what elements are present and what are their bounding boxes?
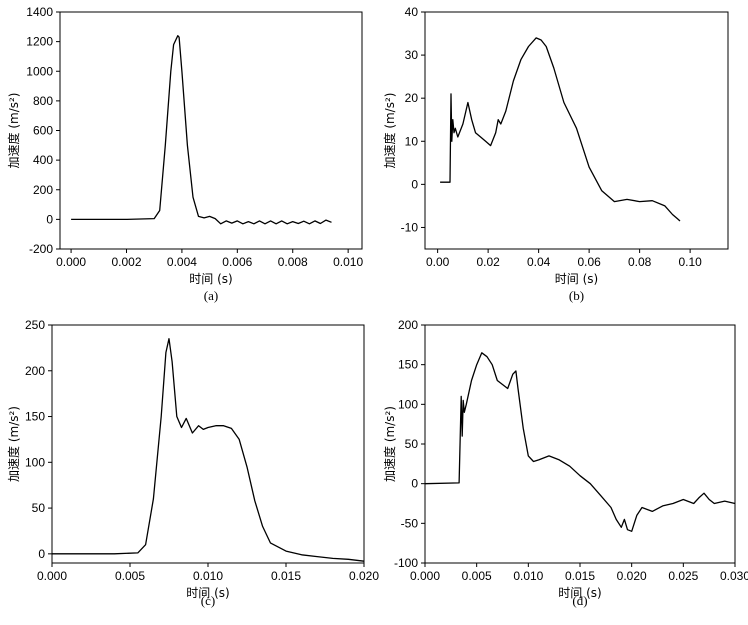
panel-c-plot-frame — [51, 324, 365, 564]
panel-d-x-tick-label: 0.020 — [617, 569, 647, 583]
panel-d-x-tick-label: 0.000 — [410, 569, 440, 583]
panel-c-x-axis-label: 时间 (s) — [186, 586, 229, 600]
panel-a-x-tick-label: 0.000 — [56, 255, 86, 269]
panel-d-series-line — [424, 352, 736, 532]
panel-b-y-tick-label: -10 — [401, 220, 419, 234]
panel-a-series-line — [71, 35, 332, 225]
panel-b-x-tick-label: 0.00 — [426, 255, 450, 269]
panel-d-y-tick-label: 0 — [411, 477, 418, 491]
panel-b-y-tick-label: 30 — [405, 48, 419, 62]
panel-b-x-tick-label: 0.08 — [628, 255, 652, 269]
panel-a-caption: (a) — [204, 288, 218, 303]
panel-c-x-tick-label: 0.005 — [115, 569, 145, 583]
panel-a-x-tick-label: 0.002 — [111, 255, 141, 269]
panel-c-x-tick-label: 0.010 — [193, 569, 223, 583]
panel-b-x-tick-label: 0.04 — [527, 255, 551, 269]
panel-b-x-axis-label: 时间 (s) — [555, 272, 598, 286]
panel-d-x-tick-label: 0.005 — [462, 569, 492, 583]
panel-d-y-tick-label: 150 — [398, 358, 418, 372]
panel-a-y-tick-label: 200 — [33, 183, 53, 197]
panel-d-x-tick-label: 0.030 — [720, 569, 748, 583]
panel-a-y-axis-label: 加速度 (m/s²) — [6, 93, 21, 169]
panel-d-x-axis-label: 时间 (s) — [558, 586, 601, 600]
panel-a-x-tick-label: 0.004 — [167, 255, 197, 269]
panel-d-y-tick-label: 50 — [405, 437, 419, 451]
panel-a-y-tick-label: 1400 — [26, 5, 53, 19]
panel-b-x-tick-label: 0.06 — [577, 255, 601, 269]
panel-c-caption: (c) — [201, 593, 215, 608]
panel-d-x-tick-label: 0.025 — [668, 569, 698, 583]
panel-c-y-tick-label: 150 — [25, 410, 45, 424]
panel-b-y-tick-label: 40 — [405, 5, 419, 19]
panel-c-series-line — [52, 338, 365, 562]
panel-b-plot-frame — [424, 11, 729, 250]
panel-d-y-axis-label: 加速度 (m/s²) — [382, 406, 397, 482]
panel-c-x-tick-label: 0.015 — [271, 569, 301, 583]
panel-b-y-tick-label: 10 — [405, 134, 419, 148]
panel-d-y-tick-label: -100 — [394, 556, 418, 570]
panel-a-x-axis-label: 时间 (s) — [189, 272, 232, 286]
panel-a-x-tick-label: 0.010 — [333, 255, 363, 269]
panel-c-x-tick-label: 0.020 — [349, 569, 379, 583]
panel-d-caption: (d) — [572, 593, 587, 608]
panel-b-x-tick-label: 0.02 — [476, 255, 500, 269]
panel-a-x-tick-label: 0.008 — [278, 255, 308, 269]
panel-c-x-tick-label: 0.000 — [37, 569, 67, 583]
panel-d-x-tick-label: 0.015 — [565, 569, 595, 583]
panel-a-x-tick-label: 0.006 — [222, 255, 252, 269]
panel-b-caption: (b) — [569, 288, 584, 303]
panel-a-y-tick-label: 800 — [33, 94, 53, 108]
panel-b-y-tick-label: 0 — [411, 177, 418, 191]
panel-d-y-tick-label: -50 — [401, 516, 419, 530]
panel-d-plot-frame — [424, 324, 736, 564]
panel-c-y-tick-label: 0 — [38, 547, 45, 561]
panel-c-y-tick-label: 100 — [25, 455, 45, 469]
panel-d-y-tick-label: 100 — [398, 397, 418, 411]
panel-c-y-tick-label: 200 — [25, 364, 45, 378]
panel-b-series-line — [440, 37, 681, 222]
panel-a-plot-frame — [59, 11, 363, 250]
panel-d-y-tick-label: 200 — [398, 318, 418, 332]
panel-d-x-tick-label: 0.010 — [513, 569, 543, 583]
panel-b-x-tick-label: 0.10 — [678, 255, 702, 269]
panel-c-y-tick-label: 50 — [32, 501, 46, 515]
panel-b-y-axis-label: 加速度 (m/s²) — [382, 93, 397, 169]
panel-c-y-axis-label: 加速度 (m/s²) — [6, 406, 21, 482]
panel-c-y-tick-label: 250 — [25, 318, 45, 332]
panel-a-y-tick-label: 400 — [33, 153, 53, 167]
panel-a-y-tick-label: 1000 — [26, 64, 53, 78]
panel-a-y-tick-label: -200 — [29, 242, 53, 256]
panel-a-y-tick-label: 1200 — [26, 35, 53, 49]
panel-a-y-tick-label: 600 — [33, 124, 53, 138]
panel-a-y-tick-label: 0 — [46, 212, 53, 226]
panel-b-y-tick-label: 20 — [405, 91, 419, 105]
